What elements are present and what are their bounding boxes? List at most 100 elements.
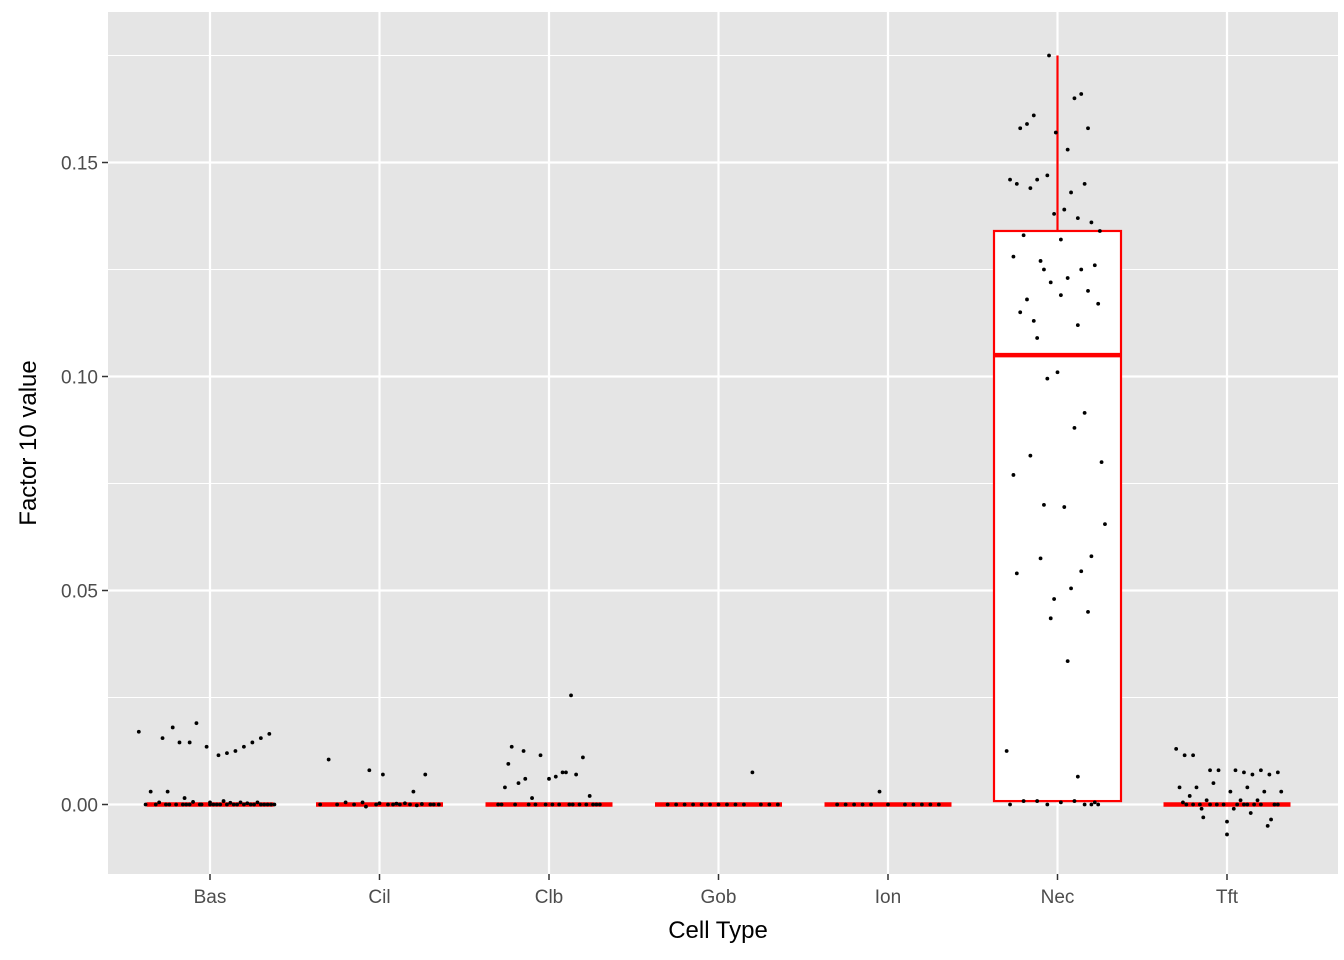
x-tick-label-gob: Gob xyxy=(701,887,737,908)
point-clb xyxy=(523,776,528,781)
point-clb xyxy=(577,802,582,807)
point-clb xyxy=(530,796,534,800)
point-ion xyxy=(860,802,865,807)
point-bas xyxy=(167,802,172,807)
point-clb xyxy=(533,802,538,807)
point-cil xyxy=(352,802,356,807)
point-gob xyxy=(691,802,695,807)
point-nec xyxy=(1014,182,1019,186)
point-ion xyxy=(936,802,941,807)
point-bas xyxy=(180,802,185,807)
point-tft xyxy=(1275,802,1280,807)
point-nec xyxy=(1072,96,1077,101)
point-bas xyxy=(235,802,240,807)
point-nec xyxy=(1089,802,1094,807)
point-bas xyxy=(191,800,195,804)
point-cil xyxy=(414,803,419,808)
point-bas xyxy=(228,800,233,805)
point-bas xyxy=(272,802,277,807)
point-tft xyxy=(1248,811,1253,815)
point-tft xyxy=(1208,802,1212,807)
point-nec xyxy=(1031,113,1036,118)
point-nec xyxy=(1008,802,1012,807)
point-nec xyxy=(1045,173,1050,178)
point-bas xyxy=(194,721,199,726)
point-tft xyxy=(1191,802,1195,807)
point-bas xyxy=(242,744,246,749)
point-tft xyxy=(1191,753,1195,758)
y-tick-label: 0.15 xyxy=(61,154,98,175)
point-bas xyxy=(242,802,246,807)
point-cil xyxy=(360,800,365,805)
point-cil xyxy=(394,801,399,806)
point-tft xyxy=(1262,789,1267,794)
point-ion xyxy=(877,789,882,794)
point-clb xyxy=(557,802,562,807)
point-clb xyxy=(581,755,585,760)
point-tft xyxy=(1182,753,1187,758)
point-nec xyxy=(1055,370,1060,375)
point-bas xyxy=(197,802,202,807)
point-nec xyxy=(1035,177,1040,182)
point-bas xyxy=(153,802,158,807)
point-bas xyxy=(218,802,223,807)
point-tft xyxy=(1242,802,1246,807)
point-clb xyxy=(499,802,504,807)
point-nec xyxy=(1099,460,1104,464)
point-clb xyxy=(560,770,565,775)
point-clb xyxy=(509,744,514,749)
point-clb xyxy=(513,802,517,807)
point-nec xyxy=(1035,336,1040,340)
point-gob xyxy=(775,802,780,807)
point-cil xyxy=(377,801,382,806)
point-bas xyxy=(233,749,238,753)
point-tft xyxy=(1272,802,1277,807)
point-nec xyxy=(1086,126,1090,131)
point-nec xyxy=(1089,220,1094,225)
x-tick-label-bas: Bas xyxy=(194,887,227,908)
point-clb xyxy=(584,802,589,807)
y-axis-title: Factor 10 value xyxy=(15,360,42,525)
point-tft xyxy=(1238,798,1243,803)
point-tft xyxy=(1221,802,1226,807)
point-bas xyxy=(269,802,273,807)
point-nec xyxy=(1052,597,1057,601)
point-nec xyxy=(1047,53,1051,58)
point-ion xyxy=(903,802,907,807)
point-clb xyxy=(591,802,595,807)
point-nec xyxy=(1082,410,1087,415)
point-nec xyxy=(1052,211,1057,216)
point-tft xyxy=(1245,785,1250,790)
point-tft xyxy=(1199,806,1204,811)
point-nec xyxy=(1025,122,1029,126)
point-cil xyxy=(364,804,368,809)
point-tft xyxy=(1187,794,1192,798)
point-cil xyxy=(408,802,412,807)
point-nec xyxy=(1079,92,1084,96)
point-tft xyxy=(1245,802,1250,807)
point-nec xyxy=(1075,216,1080,221)
point-gob xyxy=(733,802,738,807)
point-bas xyxy=(225,751,229,756)
point-tft xyxy=(1235,802,1240,807)
point-bas xyxy=(250,740,255,745)
point-bas xyxy=(214,802,219,807)
point-tft xyxy=(1197,802,1202,807)
point-nec xyxy=(1025,297,1029,302)
point-nec xyxy=(1058,237,1063,242)
point-nec xyxy=(1092,263,1097,268)
point-nec xyxy=(1089,554,1094,559)
point-bas xyxy=(187,740,192,745)
point-gob xyxy=(682,802,687,807)
point-clb xyxy=(538,753,543,758)
x-tick-label-clb: Clb xyxy=(535,887,564,908)
point-tft xyxy=(1194,785,1199,790)
point-nec xyxy=(1038,556,1043,561)
point-tft xyxy=(1255,798,1260,803)
point-nec xyxy=(1062,505,1067,509)
point-nec xyxy=(1072,425,1077,430)
point-nec xyxy=(1008,177,1012,182)
point-bas xyxy=(208,802,212,807)
point-clb xyxy=(587,794,592,798)
point-nec xyxy=(1048,280,1053,285)
